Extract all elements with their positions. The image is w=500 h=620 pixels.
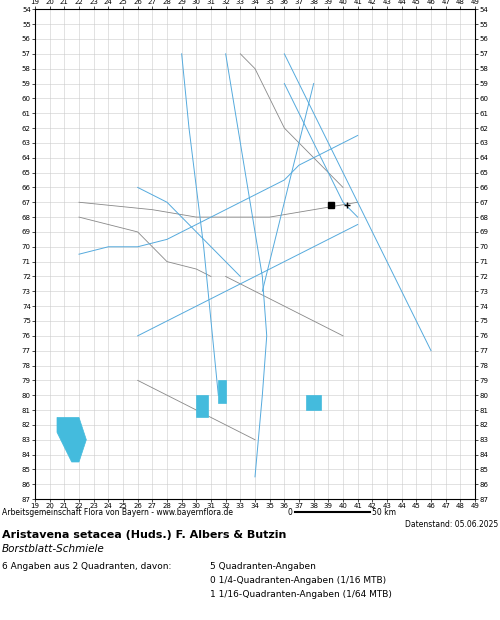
Text: 0: 0 — [287, 508, 292, 517]
Polygon shape — [218, 380, 226, 402]
Text: Borstblatt-Schmiele: Borstblatt-Schmiele — [2, 544, 105, 554]
Text: 5 Quadranten-Angaben: 5 Quadranten-Angaben — [210, 562, 316, 571]
Text: Aristavena setacea (Huds.) F. Albers & Butzin: Aristavena setacea (Huds.) F. Albers & B… — [2, 530, 286, 540]
Text: 0 1/4-Quadranten-Angaben (1/16 MTB): 0 1/4-Quadranten-Angaben (1/16 MTB) — [210, 576, 386, 585]
Polygon shape — [306, 395, 321, 410]
Polygon shape — [57, 417, 86, 462]
Text: 50 km: 50 km — [372, 508, 396, 517]
Text: 1 1/16-Quadranten-Angaben (1/64 MTB): 1 1/16-Quadranten-Angaben (1/64 MTB) — [210, 590, 392, 599]
Text: Arbeitsgemeinschaft Flora von Bayern - www.bayernflora.de: Arbeitsgemeinschaft Flora von Bayern - w… — [2, 508, 233, 517]
Text: Datenstand: 05.06.2025: Datenstand: 05.06.2025 — [405, 520, 498, 529]
Text: 6 Angaben aus 2 Quadranten, davon:: 6 Angaben aus 2 Quadranten, davon: — [2, 562, 172, 571]
Polygon shape — [196, 395, 208, 417]
